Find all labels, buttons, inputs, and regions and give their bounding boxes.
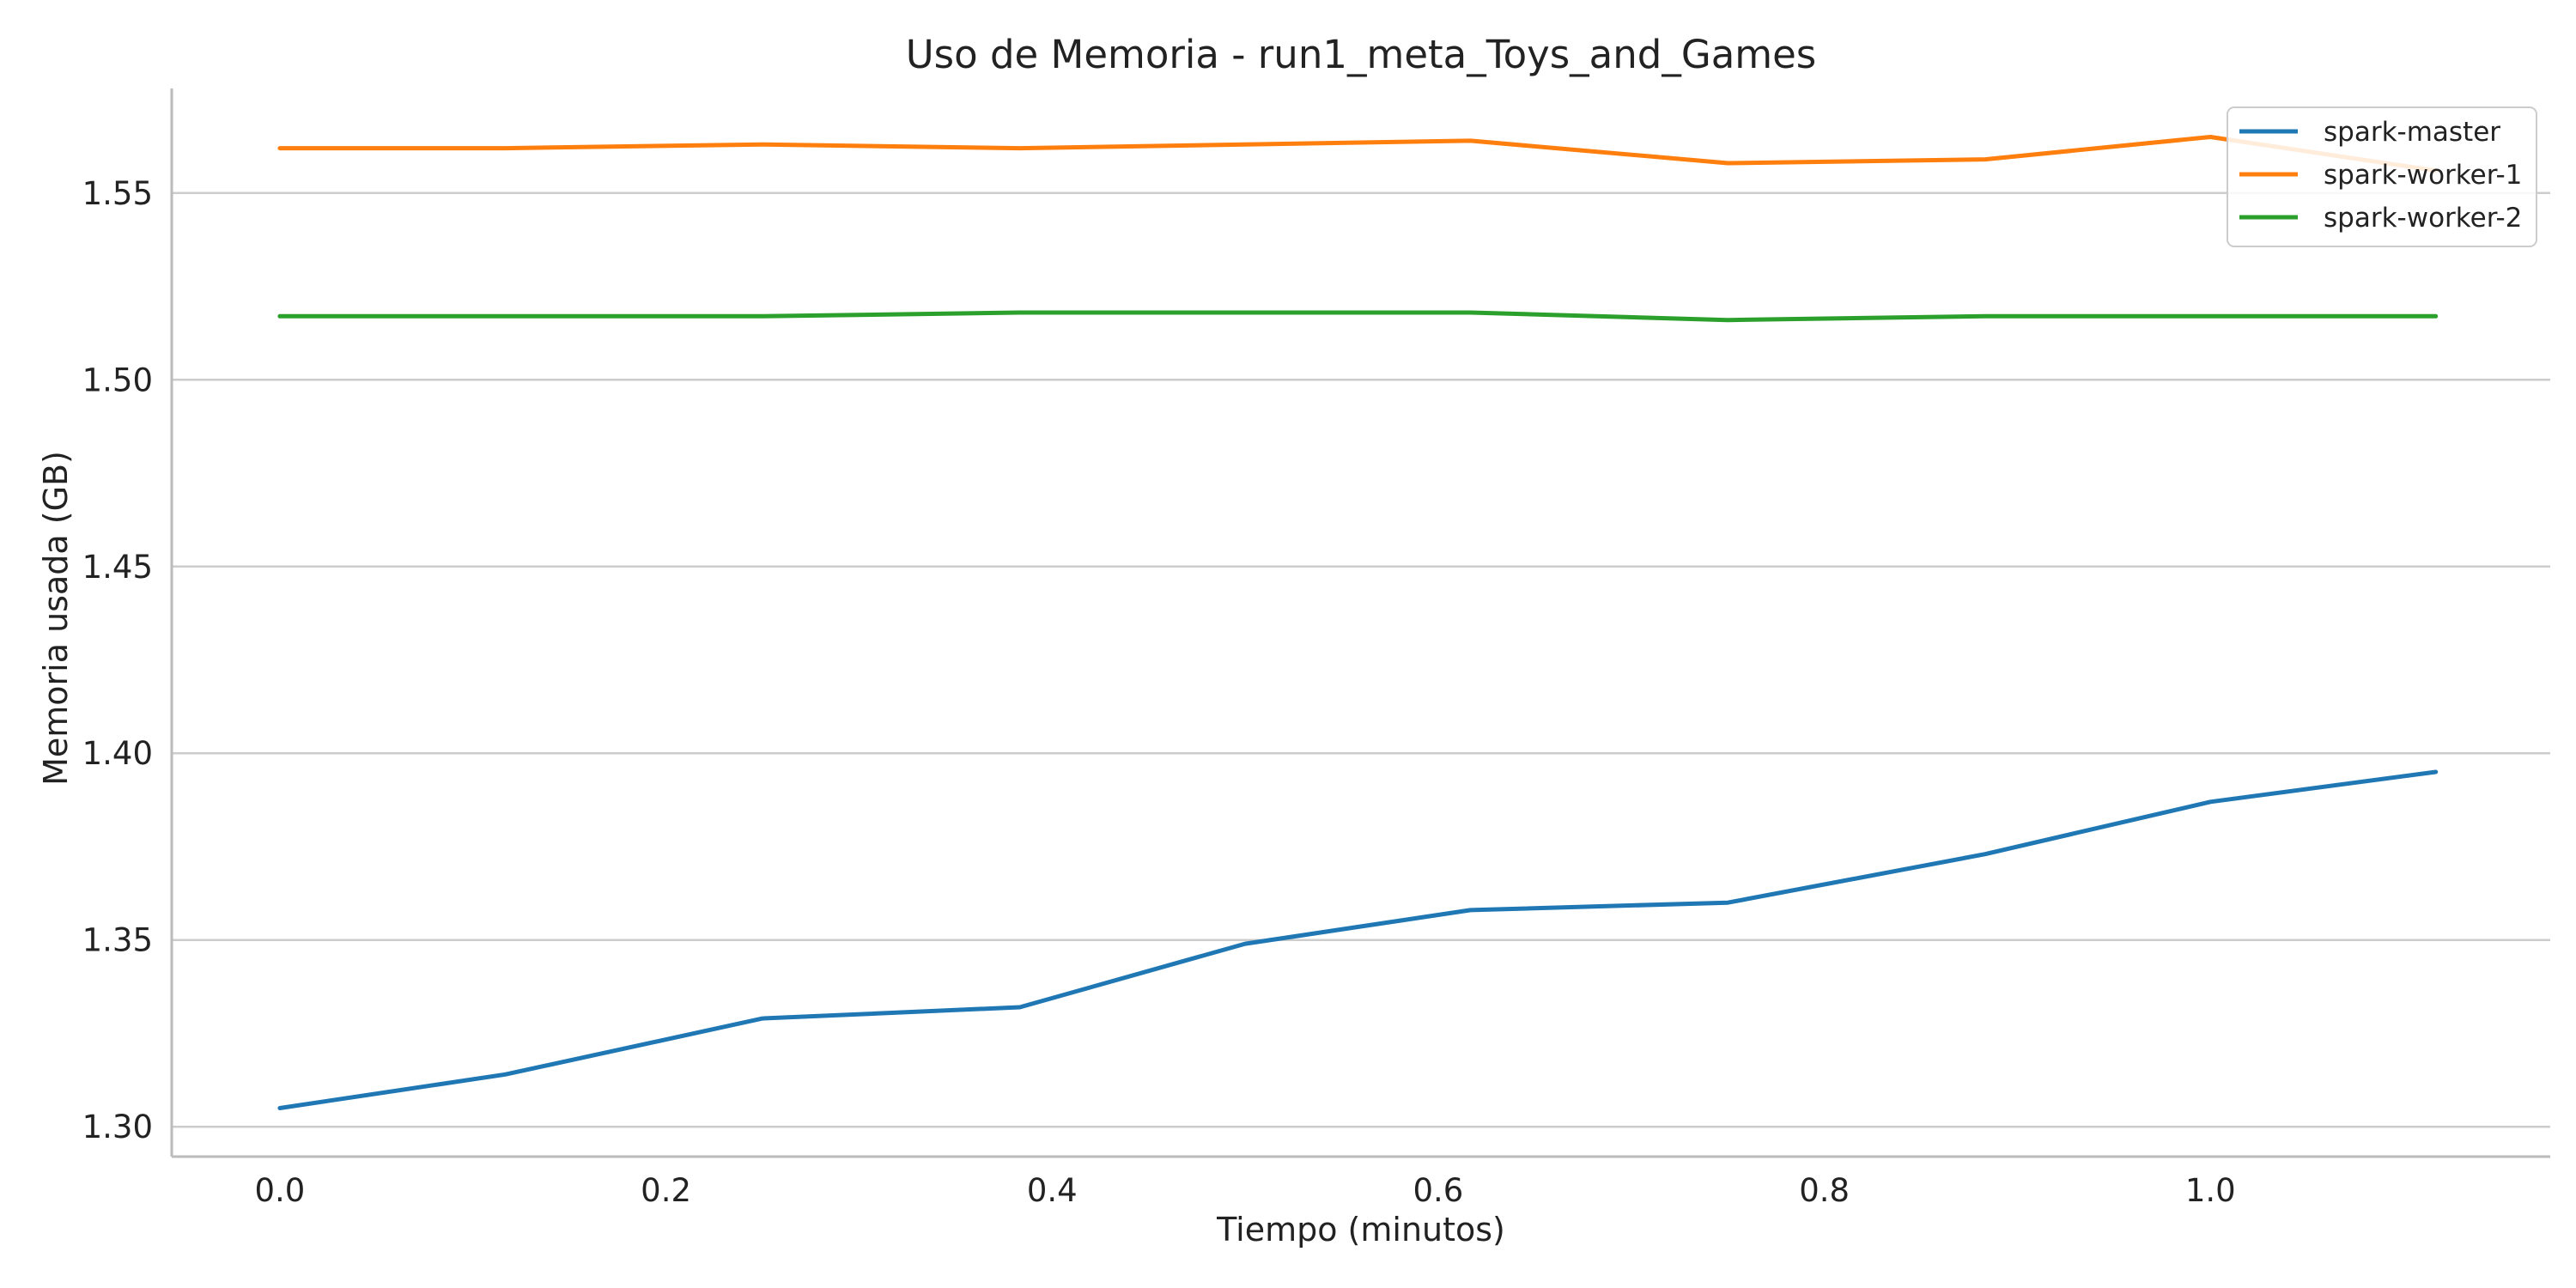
y-tick-label: 1.40: [82, 735, 153, 772]
legend: spark-master spark-worker-1 spark-worker-2: [2227, 106, 2537, 247]
chart-title: Uso de Memoria - run1_meta_Toys_and_Game…: [906, 32, 1817, 77]
x-tick-label: 0.4: [1027, 1172, 1078, 1209]
y-tick-label: 1.35: [82, 922, 153, 959]
x-axis-label: Tiempo (minutos): [1216, 1211, 1505, 1249]
legend-label-spark-worker-2: spark-worker-2: [2324, 203, 2522, 234]
legend-label-spark-master: spark-master: [2324, 117, 2500, 148]
grid-layer: [172, 191, 2550, 1128]
y-tick-label: 1.45: [82, 549, 153, 586]
axes-layer: 1.30 1.35 1.40 1.45 1.50 1.55 0.0 0.2 0.4 0.6 0.8 1…: [82, 88, 2550, 1209]
legend-label-spark-worker-1: spark-worker-1: [2324, 160, 2522, 191]
y-axis-label: Memoria usada (GB): [37, 451, 75, 786]
series-line-spark-worker-1: [277, 135, 2439, 173]
x-tick-label: 1.0: [2185, 1172, 2236, 1209]
x-tick-label: 0.0: [254, 1172, 305, 1209]
y-tick-label: 1.55: [82, 175, 153, 212]
y-tick-label: 1.50: [82, 361, 153, 398]
series-line-spark-master: [277, 769, 2439, 1110]
series-layer: [277, 135, 2439, 1110]
x-tick-label: 0.6: [1413, 1172, 1464, 1209]
legend-box: [2227, 106, 2537, 247]
series-line-spark-worker-2: [277, 310, 2439, 323]
x-tick-label: 0.8: [1799, 1172, 1850, 1209]
y-tick-label: 1.30: [82, 1109, 153, 1145]
x-tick-label: 0.2: [641, 1172, 691, 1209]
